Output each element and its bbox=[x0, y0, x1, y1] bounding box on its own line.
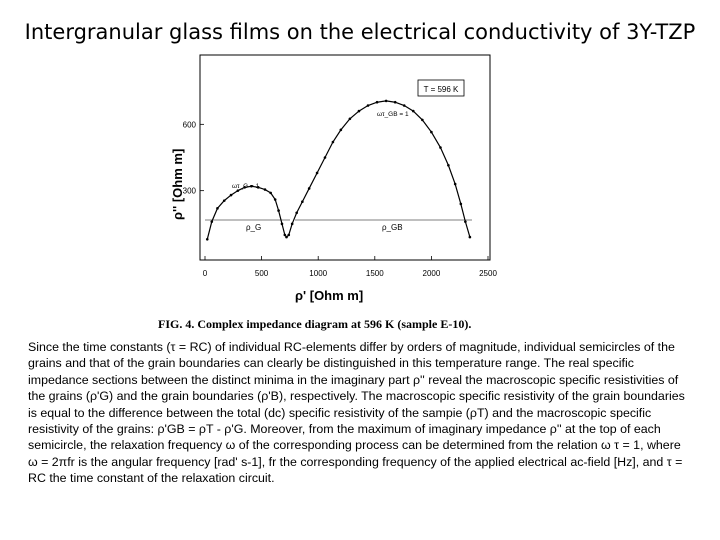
data-point bbox=[222, 199, 226, 202]
data-point bbox=[464, 220, 467, 223]
data-point bbox=[439, 146, 442, 149]
tau-g-label: ωτ_G = 1 bbox=[232, 183, 260, 190]
data-point bbox=[205, 238, 209, 241]
data-point bbox=[315, 171, 319, 175]
temperature-label: T = 596 K bbox=[424, 85, 459, 94]
data-point bbox=[447, 163, 450, 167]
data-point bbox=[331, 140, 335, 144]
y-tick-label: 300 bbox=[183, 187, 197, 196]
plot-frame bbox=[199, 54, 491, 261]
x-tick-label: 2000 bbox=[423, 269, 441, 278]
x-tick-label: 1500 bbox=[366, 269, 384, 278]
rho-gb-label: ρ_GB bbox=[382, 223, 403, 232]
data-point bbox=[384, 99, 388, 103]
data-point bbox=[216, 207, 219, 210]
data-point bbox=[468, 235, 472, 239]
data-point bbox=[269, 191, 272, 195]
data-point bbox=[323, 156, 327, 159]
data-point bbox=[402, 104, 406, 107]
data-point bbox=[348, 117, 352, 121]
data-point bbox=[459, 202, 463, 206]
data-point bbox=[285, 235, 288, 239]
data-point bbox=[393, 100, 397, 104]
data-point bbox=[210, 220, 214, 223]
tau-gb-label: ωτ_GB = 1 bbox=[377, 111, 409, 118]
data-point bbox=[430, 130, 433, 134]
data-point bbox=[295, 211, 298, 215]
temperature-box bbox=[417, 79, 465, 97]
x-tick-labels: 0 500 1000 1500 2000 2500 bbox=[203, 269, 498, 278]
data-point bbox=[375, 100, 379, 104]
x-axis-label: ρ' [Ohm m] bbox=[295, 288, 363, 303]
data-point bbox=[277, 209, 280, 212]
data-point bbox=[411, 109, 415, 113]
data-curve bbox=[206, 100, 471, 240]
data-point bbox=[236, 189, 240, 192]
impedance-figure: 0 500 1000 1500 2000 2500 300 600 T = 596 K ωτ… bbox=[170, 54, 498, 303]
axis-ticks bbox=[200, 123, 489, 260]
body-paragraph: Since the time constants (τ = RC) of ind… bbox=[28, 340, 685, 486]
slide-title: Intergranular glass films on the electri… bbox=[24, 20, 696, 44]
data-point bbox=[366, 104, 370, 107]
rho-g-label: ρ_G bbox=[246, 223, 261, 232]
data-points bbox=[205, 99, 472, 241]
data-point bbox=[229, 193, 233, 197]
data-point bbox=[357, 109, 361, 113]
x-tick-label: 1000 bbox=[309, 269, 327, 278]
data-point bbox=[250, 184, 253, 188]
x-tick-label: 2500 bbox=[479, 269, 497, 278]
x-tick-label: 500 bbox=[255, 269, 269, 278]
x-tick-label: 0 bbox=[203, 269, 208, 278]
data-point bbox=[280, 222, 284, 226]
data-point bbox=[453, 182, 457, 186]
data-point bbox=[301, 200, 304, 204]
data-point bbox=[307, 187, 311, 190]
data-point bbox=[243, 186, 246, 189]
data-point bbox=[273, 198, 277, 201]
data-point bbox=[290, 222, 294, 226]
data-point bbox=[339, 128, 343, 132]
data-point bbox=[256, 186, 260, 189]
y-tick-labels: 300 600 bbox=[183, 120, 197, 195]
figure-caption: FIG. 4. Complex impedance diagram at 596… bbox=[158, 317, 472, 331]
y-tick-label: 600 bbox=[183, 120, 197, 129]
y-axis-label: ρ'' [Ohm m] bbox=[170, 149, 185, 220]
data-point bbox=[421, 118, 424, 122]
data-point bbox=[263, 188, 267, 191]
data-point bbox=[283, 233, 287, 237]
data-point bbox=[287, 233, 291, 237]
